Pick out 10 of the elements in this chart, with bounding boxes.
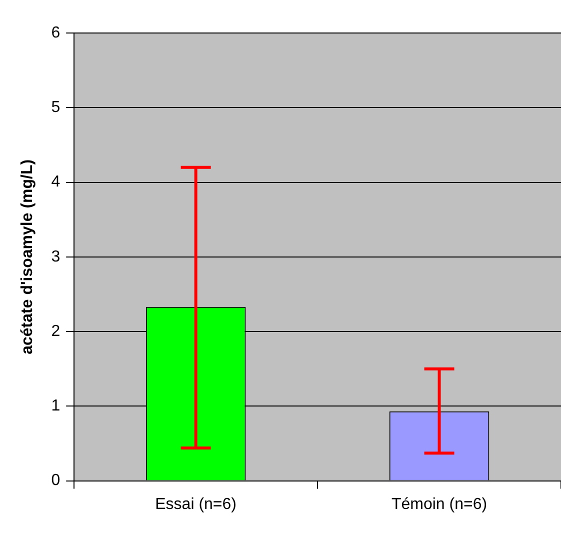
y-tick-label: 5 bbox=[51, 99, 60, 116]
y-tick-label: 6 bbox=[51, 24, 60, 42]
y-axis-title: acétate d'isoamyle (mg/L) bbox=[19, 159, 36, 354]
x-tick-label: Témoin (n=6) bbox=[391, 496, 488, 513]
y-tick-label: 3 bbox=[51, 248, 60, 266]
y-tick-label: 0 bbox=[51, 472, 60, 490]
y-tick-label: 2 bbox=[51, 322, 60, 340]
y-tick-label: 4 bbox=[51, 174, 60, 191]
y-tick-label: 1 bbox=[51, 398, 60, 415]
x-tick-label: Essai (n=6) bbox=[155, 496, 237, 513]
